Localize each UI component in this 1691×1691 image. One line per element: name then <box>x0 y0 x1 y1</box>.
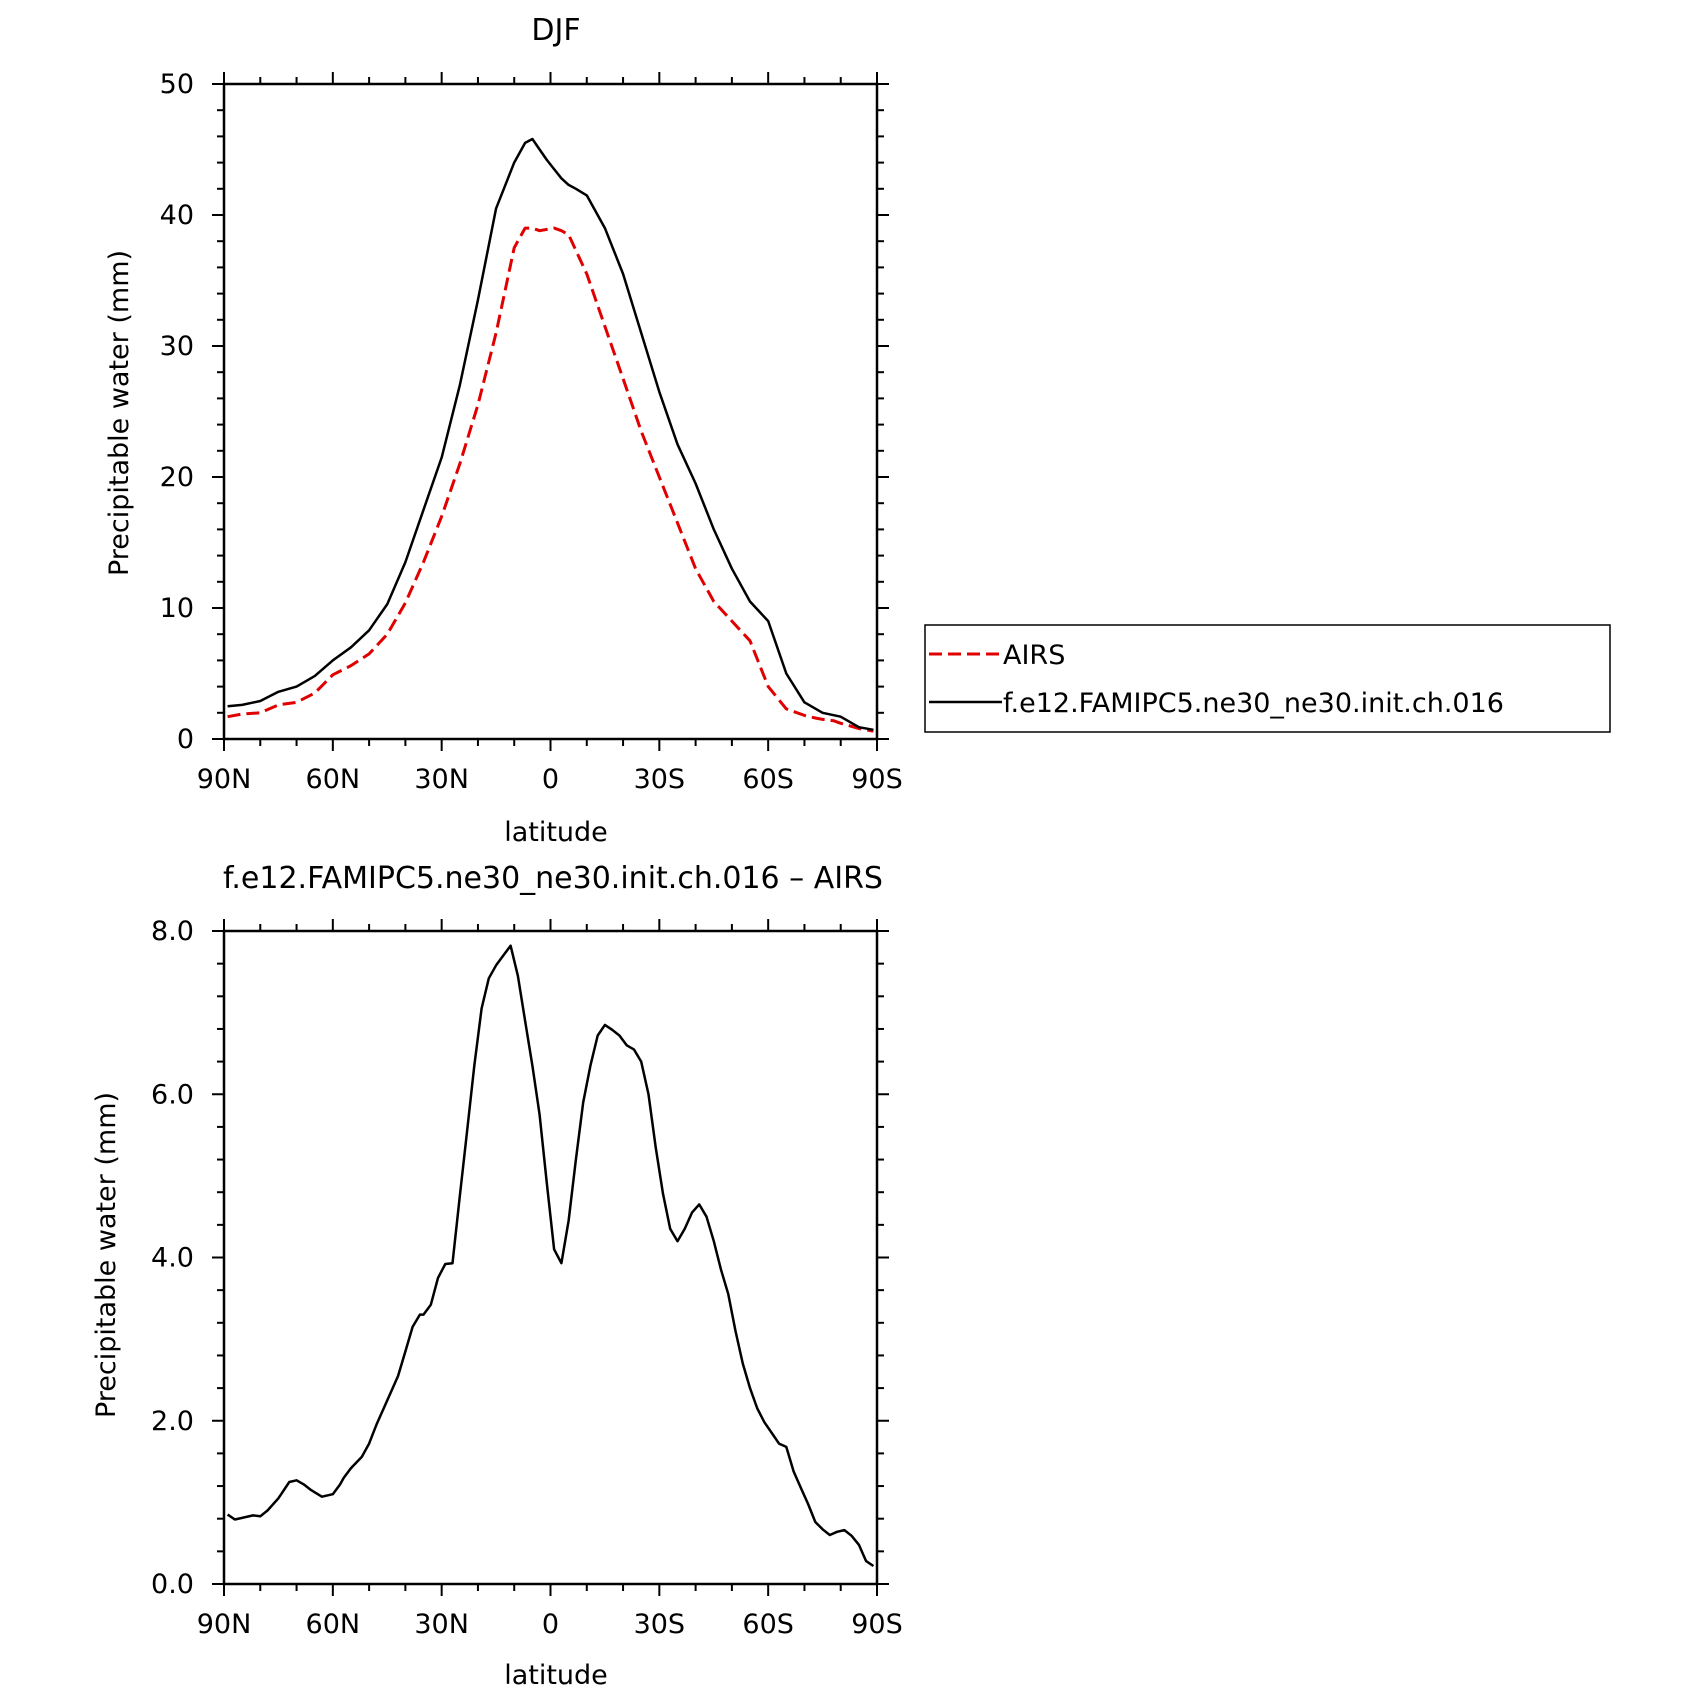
top-x-tick-label: 90S <box>851 764 903 795</box>
bottom-y-tick-label: 8.0 <box>151 916 194 947</box>
bottom-panel: f.e12.FAMIPC5.ne30_ne30.init.ch.016 – AI… <box>91 861 903 1691</box>
top-x-tick-label: 0 <box>542 764 559 795</box>
top-y-tick-label: 50 <box>160 69 194 100</box>
bottom-x-tick-label: 30S <box>634 1609 686 1640</box>
bottom-y-axis-label: Precipitable water (mm) <box>91 1092 122 1418</box>
bottom-x-axis-label: latitude <box>504 1660 608 1691</box>
bottom-y-tick-label: 6.0 <box>151 1079 194 1110</box>
top-y-tick-label: 0 <box>177 724 194 755</box>
top-x-tick-label: 30S <box>634 764 686 795</box>
bottom-series-line-model <box>226 944 875 1568</box>
bottom-x-tick-label: 90N <box>197 1609 252 1640</box>
bottom-plot-area <box>226 944 875 1568</box>
legend-label-airs: AIRS <box>1003 640 1065 671</box>
bottom-y-tick-label: 4.0 <box>151 1243 194 1274</box>
bottom-y-tick-label: 2.0 <box>151 1406 194 1437</box>
top-axes: 90N 60N 30N 0 30S 60S 90S 0 10 20 30 40 50 <box>160 69 903 795</box>
top-series-line-airs <box>227 226 874 733</box>
bottom-x-tick-label: 60S <box>742 1609 794 1640</box>
top-x-tick-label: 30N <box>414 764 469 795</box>
bottom-x-tick-label: 30N <box>414 1609 469 1640</box>
top-y-tick-label: 40 <box>160 200 194 231</box>
bottom-x-tick-label: 60N <box>306 1609 361 1640</box>
top-x-tick-label: 60S <box>742 764 794 795</box>
bottom-axes: 90N 60N 30N 0 30S 60S 90S 0.0 2.0 4.0 6.0 8.0 <box>151 916 903 1640</box>
top-plot-frame <box>222 82 879 741</box>
top-panel: DJF 90N 60N 30N 0 30S 60S 90S 0 10 20 30 40 50 latit… <box>104 13 903 848</box>
legend: AIRS f.e12.FAMIPC5.ne30_ne30.init.ch.016 <box>924 624 1611 733</box>
top-x-tick-label: 90N <box>197 764 252 795</box>
top-y-tick-label: 20 <box>160 462 194 493</box>
bottom-x-tick-label: 0 <box>542 1609 559 1640</box>
legend-label-model: f.e12.FAMIPC5.ne30_ne30.init.ch.016 <box>1003 688 1504 719</box>
top-y-tick-label: 10 <box>160 593 194 624</box>
top-x-axis-label: latitude <box>504 817 608 848</box>
top-series-line-model <box>227 137 874 732</box>
top-chart-title: DJF <box>531 13 580 48</box>
top-x-tick-label: 60N <box>306 764 361 795</box>
bottom-y-tick-label: 0.0 <box>151 1569 194 1600</box>
bottom-chart-title: f.e12.FAMIPC5.ne30_ne30.init.ch.016 – AI… <box>223 861 883 896</box>
bottom-x-tick-label: 90S <box>851 1609 903 1640</box>
top-y-axis-label: Precipitable water (mm) <box>104 250 135 576</box>
legend-box <box>924 624 1611 733</box>
top-y-tick-label: 30 <box>160 331 194 362</box>
bottom-plot-frame <box>222 929 879 1586</box>
top-plot-area <box>227 137 874 733</box>
